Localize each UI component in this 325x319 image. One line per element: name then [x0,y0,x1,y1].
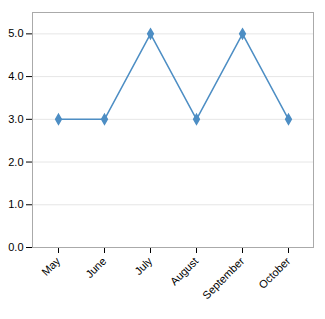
svg-text:October: October [256,255,292,291]
svg-text:May: May [39,254,63,278]
svg-text:3.0: 3.0 [8,113,23,125]
svg-text:August: August [168,255,201,288]
svg-text:1.0: 1.0 [8,198,23,210]
svg-text:4.0: 4.0 [8,70,23,82]
svg-text:June: June [83,255,108,280]
svg-text:September: September [200,255,247,302]
svg-text:0.0: 0.0 [8,241,23,253]
svg-text:5.0: 5.0 [8,27,23,39]
svg-text:July: July [132,254,155,277]
svg-text:2.0: 2.0 [8,156,23,168]
